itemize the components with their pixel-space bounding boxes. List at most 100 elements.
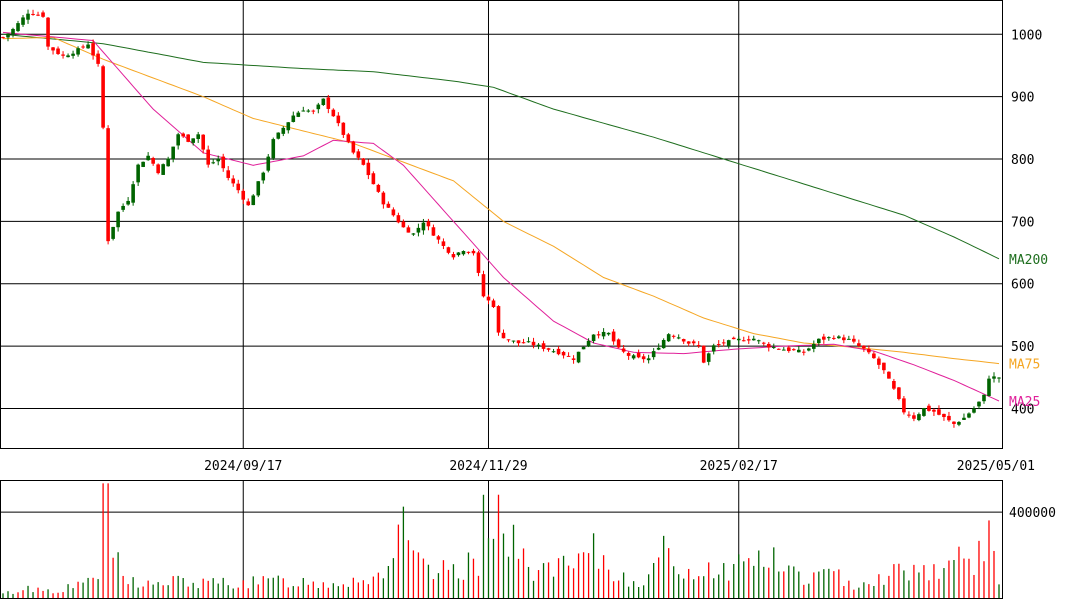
candle-body xyxy=(476,252,481,273)
candle-body xyxy=(66,55,70,58)
candle-body xyxy=(211,162,216,164)
candle-body xyxy=(241,190,246,200)
candle-body xyxy=(877,358,881,365)
candle-body xyxy=(646,358,651,361)
candle-body xyxy=(786,347,791,352)
candle-body xyxy=(51,47,55,51)
candle-body xyxy=(972,408,976,413)
candle-body xyxy=(551,351,556,353)
candle-body xyxy=(356,151,361,158)
candle-body xyxy=(952,421,956,424)
ma25-series xyxy=(2,31,1000,402)
candle-body xyxy=(832,337,836,339)
candle-body xyxy=(716,344,721,346)
candle-body xyxy=(361,158,366,165)
candle-body xyxy=(636,352,641,358)
candle-body xyxy=(817,338,821,344)
candle-body xyxy=(116,211,120,228)
candle-body xyxy=(296,112,301,117)
candle-body xyxy=(26,13,30,20)
candle-body xyxy=(336,115,341,124)
candle-body xyxy=(61,54,65,56)
date-tick-label: 2024/11/29 xyxy=(449,459,527,474)
candle-body xyxy=(751,338,756,341)
ma75-line xyxy=(2,36,1000,365)
candle-body xyxy=(436,236,441,240)
candle-body xyxy=(486,296,491,301)
candle-body xyxy=(341,122,346,135)
price-tick-label: 1000 xyxy=(1011,28,1042,43)
candle-body xyxy=(331,109,336,117)
candle-body xyxy=(1,37,5,39)
candle-body xyxy=(621,348,626,352)
candle-body xyxy=(396,215,401,223)
ma-label: MA25 xyxy=(1009,395,1040,410)
candle-body xyxy=(822,336,826,340)
candle-body xyxy=(501,332,506,339)
candle-body xyxy=(206,149,211,165)
candle-body xyxy=(311,110,316,112)
candle-body xyxy=(852,338,856,342)
candle-body xyxy=(446,247,451,253)
candle-body xyxy=(967,413,971,418)
candle-body xyxy=(511,340,516,342)
candle-body xyxy=(371,173,376,185)
candle-body xyxy=(857,343,861,346)
candle-body xyxy=(531,341,536,346)
price-tick-label: 700 xyxy=(1011,215,1034,230)
candle-body xyxy=(481,274,486,297)
candle-body xyxy=(276,132,281,139)
price-tick-label: 800 xyxy=(1011,153,1034,168)
candle-body xyxy=(927,405,931,411)
candle-body xyxy=(791,349,796,351)
candle-body xyxy=(862,345,866,349)
price-tick-labels: 400 500 600 700 800 900 1000 xyxy=(1011,28,1042,417)
candle-body xyxy=(141,161,145,167)
price-tick-label: 400 xyxy=(1011,402,1034,417)
candle-body xyxy=(46,17,50,47)
date-tick-label: 2024/09/17 xyxy=(204,459,282,474)
candle-body xyxy=(246,201,251,206)
candlestick-series xyxy=(1,9,1001,428)
candle-body xyxy=(366,162,371,176)
candle-body xyxy=(731,337,736,340)
candle-body xyxy=(161,164,165,175)
candle-body xyxy=(106,128,110,242)
candle-body xyxy=(391,209,396,216)
candle-body xyxy=(496,306,501,333)
candle-body xyxy=(351,141,356,153)
candle-body xyxy=(451,254,456,258)
candle-body xyxy=(701,345,706,363)
candle-body xyxy=(711,345,716,352)
candle-body xyxy=(566,355,571,357)
candle-body xyxy=(81,46,85,48)
candle-body xyxy=(922,408,926,416)
candle-body xyxy=(156,164,160,174)
candle-body xyxy=(316,104,321,110)
candle-body xyxy=(641,356,646,360)
volume-frame xyxy=(0,480,1003,599)
candle-body xyxy=(36,14,40,16)
candle-body xyxy=(301,110,306,112)
candle-body xyxy=(546,348,551,350)
candle-body xyxy=(176,134,180,146)
candle-body xyxy=(746,339,751,341)
candle-body xyxy=(131,184,135,203)
candle-body xyxy=(71,53,75,56)
candle-body xyxy=(236,183,241,191)
candle-body xyxy=(937,409,941,415)
candle-body xyxy=(907,414,911,416)
candle-body xyxy=(741,340,746,342)
candle-body xyxy=(977,401,981,407)
candle-body xyxy=(581,346,586,350)
candle-body xyxy=(997,377,1001,379)
candle-body xyxy=(681,339,686,342)
candle-body xyxy=(596,334,601,336)
candle-body xyxy=(987,378,991,396)
candle-body xyxy=(381,192,386,205)
candle-body xyxy=(962,417,966,420)
candle-body xyxy=(591,334,596,342)
candle-body xyxy=(201,134,206,150)
candle-body xyxy=(957,421,961,425)
